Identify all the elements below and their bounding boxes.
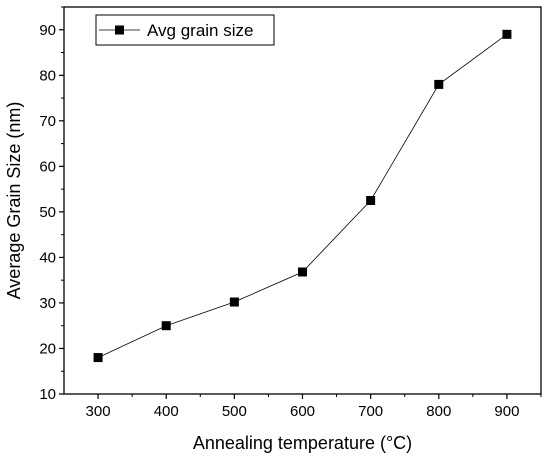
data-point [434,79,444,89]
legend-label: Avg grain size [147,21,253,40]
y-tick-label: 30 [39,295,56,312]
series-layer [93,29,512,363]
plot-frame [63,6,542,395]
y-axis: 10 20 30 40 50 60 70 80 90 [39,6,64,403]
y-axis-title: Average Grain Size (nm) [4,102,24,300]
y-tick-label: 50 [39,204,56,221]
y-tick-label: 60 [39,158,56,175]
data-point [298,267,307,277]
y-tick-label: 90 [39,22,56,39]
y-tick-label: 70 [39,113,56,130]
data-point [229,297,239,307]
x-tick-label: 500 [222,403,247,420]
y-tick-label: 40 [39,249,56,266]
y-tick-label: 80 [39,67,56,84]
data-point [161,321,171,331]
data-point [93,353,103,363]
x-tick-label: 900 [494,403,519,420]
y-tick-label: 20 [39,340,56,357]
x-axis-title: Annealing temperature (°C) [193,433,412,453]
x-tick-label: 400 [154,403,179,420]
x-tick-label: 700 [358,403,383,420]
series-line [97,33,508,358]
legend-marker [115,25,124,35]
x-tick-label: 800 [426,403,451,420]
x-tick-label: 300 [86,403,111,420]
x-axis: 300 400 500 600 700 800 900 [86,394,542,420]
data-point [502,29,512,39]
x-tick-label: 600 [290,403,315,420]
data-point [366,196,376,205]
y-tick-label: 10 [39,386,56,403]
legend: Avg grain size [95,14,275,46]
